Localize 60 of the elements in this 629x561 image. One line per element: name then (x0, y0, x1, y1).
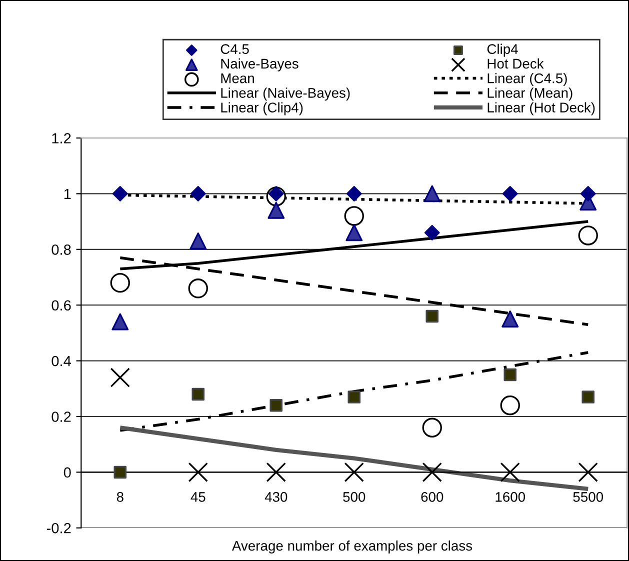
point (344, 206, 364, 226)
x-tick-label: 430 (264, 492, 288, 502)
point (504, 368, 517, 382)
point (270, 398, 283, 412)
point (190, 186, 206, 202)
x-tick-label: 45 (190, 492, 206, 502)
x-tick-label: 1600 (496, 492, 526, 502)
point (346, 186, 362, 202)
y-tick-label: 0.6 (52, 300, 71, 311)
point (578, 226, 598, 246)
point (502, 310, 519, 328)
point (110, 368, 130, 388)
point (580, 186, 596, 202)
point (112, 186, 128, 202)
y-tick-label: 0 (64, 467, 71, 478)
legend-label: C4.5 (220, 44, 249, 54)
legend-label: Linear (C4.5) (488, 73, 567, 86)
legend-label: Linear (Mean) (488, 88, 572, 101)
legend-label: Linear (Clip4) (221, 102, 303, 116)
point (346, 224, 363, 242)
line-series (118, 351, 590, 432)
legend-label: Naive-Bayes (221, 58, 298, 72)
legend-label: Clip4 (487, 44, 518, 57)
point (578, 462, 598, 482)
point (268, 202, 285, 219)
point (582, 390, 595, 404)
legend-label: Mean (221, 74, 254, 84)
x-axis-title: Average number of examples per class (232, 540, 472, 554)
x-tick-label: 600 (421, 492, 444, 502)
legend-label: Linear (Hot Deck) (488, 102, 595, 116)
x-tick-label: 8 (116, 492, 124, 502)
y-tick-label: 1.2 (52, 133, 71, 144)
y-tick-label: 1 (64, 188, 71, 199)
x-tick-label: 500 (343, 492, 366, 502)
point (426, 310, 439, 323)
y-tick-label: 0.4 (52, 356, 71, 366)
point (344, 462, 364, 482)
point (500, 462, 520, 482)
y-tick-label: 0.8 (52, 244, 71, 255)
y-tick-label: -0.2 (46, 523, 71, 534)
line-series (118, 426, 590, 491)
point (112, 313, 129, 330)
point (188, 462, 208, 482)
legend-label: Hot Deck (488, 58, 544, 69)
point (500, 396, 520, 416)
point (422, 462, 442, 482)
point (188, 278, 208, 298)
point (114, 466, 127, 479)
point (424, 224, 440, 240)
x-tick-label: 5500 (573, 492, 604, 502)
legend-label: Linear (Naive-Bayes) (221, 88, 350, 101)
point (110, 272, 130, 293)
point (192, 388, 205, 401)
point (502, 186, 518, 202)
point (190, 232, 207, 250)
point (348, 390, 361, 404)
point (424, 185, 441, 202)
y-tick-label: 0.2 (52, 412, 71, 422)
point (422, 418, 442, 438)
point (266, 462, 286, 482)
